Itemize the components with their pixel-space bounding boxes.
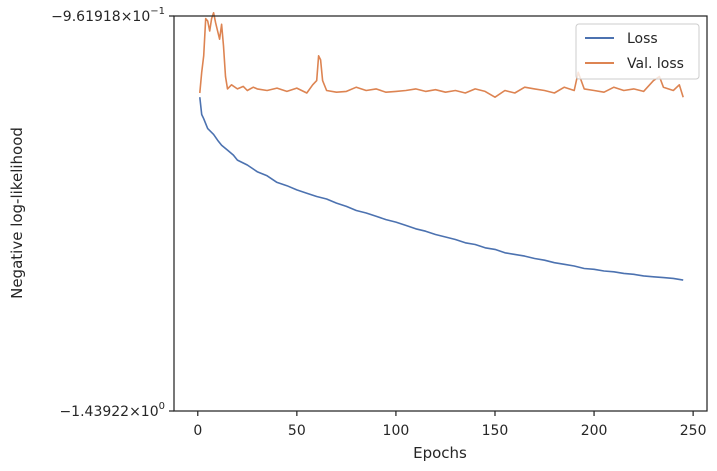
x-axis-ticks: 0 50 100 150 200 250 bbox=[193, 411, 706, 439]
series-line-loss bbox=[199, 97, 684, 281]
x-tick-label: 50 bbox=[288, 423, 306, 439]
x-tick-label: 100 bbox=[383, 423, 410, 439]
x-tick-label: 0 bbox=[193, 423, 202, 439]
series-line-val-loss bbox=[199, 12, 684, 98]
y-axis-label: Negative log-likelihood bbox=[8, 127, 26, 299]
y-axis-ticks: −9.61918×10−1 −1.43922×100 bbox=[51, 6, 174, 420]
legend-loss-label: Loss bbox=[627, 31, 658, 47]
x-tick-label: 150 bbox=[482, 423, 509, 439]
y-tick-label: −9.61918×10−1 bbox=[51, 6, 165, 25]
plot-frame bbox=[173, 15, 708, 412]
legend: Loss Val. loss bbox=[575, 23, 700, 80]
series-layer bbox=[199, 12, 684, 281]
x-axis-label: Epochs bbox=[413, 444, 467, 462]
y-tick-label: −1.43922×100 bbox=[59, 401, 165, 420]
x-tick-label: 250 bbox=[680, 423, 707, 439]
x-tick-label: 200 bbox=[581, 423, 608, 439]
legend-val-loss-label: Val. loss bbox=[627, 56, 684, 72]
